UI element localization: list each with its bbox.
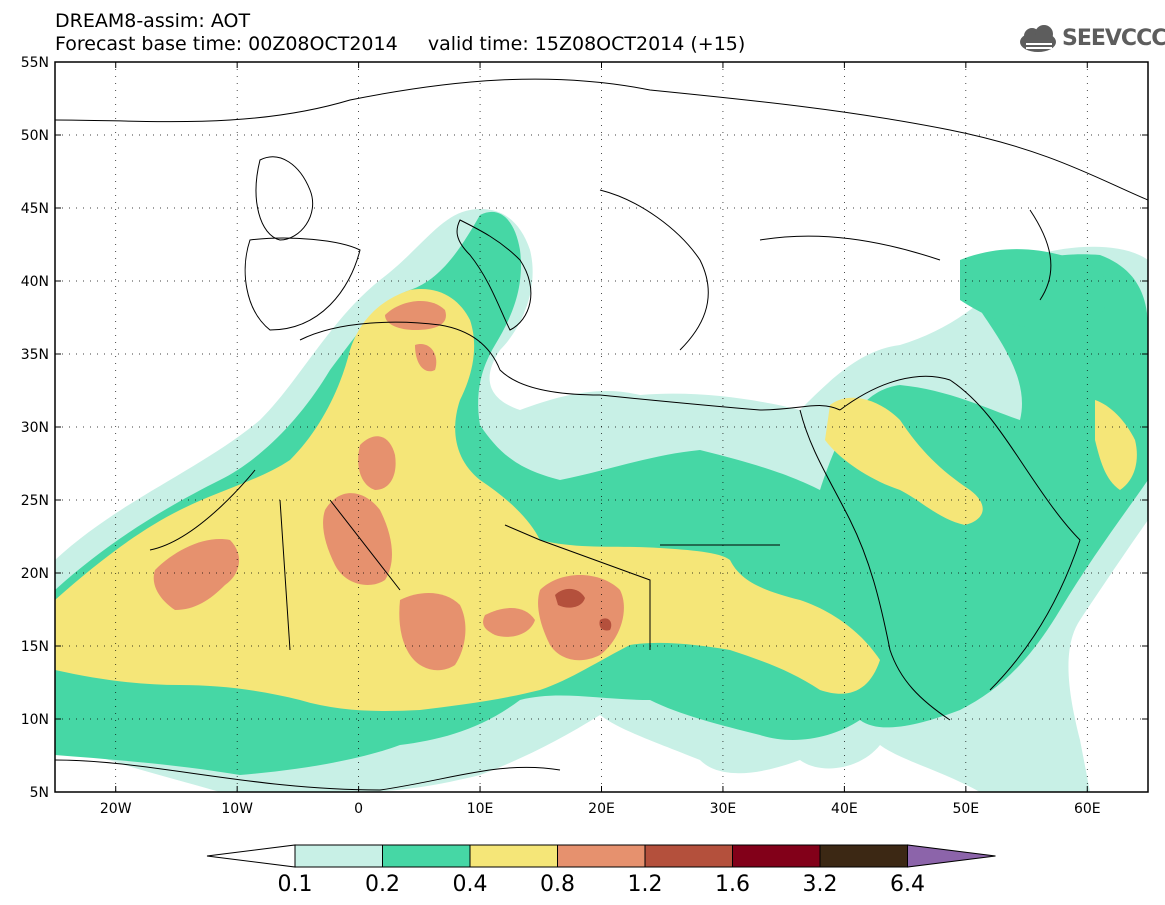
colorbar-box bbox=[557, 844, 646, 868]
colorbar-box bbox=[382, 844, 471, 868]
colorbar-level-label: 1.2 bbox=[627, 872, 663, 897]
caspian-outline bbox=[1029, 209, 1052, 301]
north-africa-coast bbox=[299, 321, 841, 411]
logo-text: SEEVCCC bbox=[1062, 26, 1165, 51]
france-outline bbox=[255, 156, 314, 241]
colorbar-level-label: 0.2 bbox=[365, 872, 400, 897]
forecast-times: Forecast base time: 00Z08OCT2014 valid t… bbox=[55, 33, 746, 55]
lon-tick-label: 10E bbox=[467, 801, 494, 817]
lon-tick-label: 60E bbox=[1074, 801, 1101, 817]
colorbar-box bbox=[732, 844, 821, 868]
lon-tick-label: 20E bbox=[588, 801, 615, 817]
colorbar-box bbox=[819, 844, 908, 868]
longitude-labels: 20W 10W 0 10E 20E 30E 40E 50E 60E bbox=[100, 801, 1101, 817]
african-borders bbox=[149, 469, 780, 651]
colorbar-box bbox=[294, 844, 383, 868]
lat-tick-label: 30N bbox=[21, 420, 49, 436]
colorbar-box bbox=[469, 844, 558, 868]
colorbar bbox=[206, 844, 996, 868]
aot-band-0.8-1.2 bbox=[153, 300, 624, 671]
colorbar-level-label: 6.4 bbox=[890, 872, 925, 897]
lat-tick-label: 15N bbox=[21, 639, 49, 655]
balkans-outline bbox=[599, 189, 709, 351]
lat-tick-label: 20N bbox=[21, 566, 49, 582]
lon-tick-label: 0 bbox=[354, 801, 363, 817]
lat-tick-label: 55N bbox=[21, 55, 49, 71]
colorbar-under-arrow bbox=[206, 844, 296, 868]
lon-tick-label: 50E bbox=[952, 801, 979, 817]
graticule bbox=[55, 61, 1148, 793]
coastlines-and-borders bbox=[55, 78, 1148, 791]
map-title: DREAM8-assim: AOT bbox=[55, 10, 251, 32]
seevccc-logo bbox=[1020, 25, 1056, 52]
gulf-of-guinea-coast bbox=[55, 759, 561, 791]
colorbar-level-label: 0.8 bbox=[540, 872, 575, 897]
aot-band-0.4-0.8 bbox=[55, 289, 1137, 711]
iberia-outline bbox=[244, 237, 361, 331]
colorbar-level-label: 3.2 bbox=[802, 872, 838, 897]
lat-tick-label: 50N bbox=[21, 128, 49, 144]
colorbar-over-arrow bbox=[907, 844, 996, 868]
arabia-coast bbox=[839, 375, 1081, 691]
lat-tick-label: 10N bbox=[21, 712, 49, 728]
lat-tick-label: 40N bbox=[21, 274, 49, 290]
black-sea-coast bbox=[759, 235, 941, 261]
red-sea-coast bbox=[799, 409, 951, 721]
lat-tick-label: 5N bbox=[30, 785, 49, 801]
lat-tick-label: 35N bbox=[21, 347, 49, 363]
latitude-labels: 5N 10N 15N 20N 25N 30N 35N 40N 45N 50N 55N bbox=[21, 55, 49, 801]
lon-tick-label: 10W bbox=[221, 801, 253, 817]
italy-outline bbox=[456, 219, 532, 331]
aot-band-1.2-1.6 bbox=[555, 588, 612, 631]
colorbar-box bbox=[644, 844, 733, 868]
colorbar-level-label: 0.1 bbox=[277, 872, 313, 897]
lat-tick-label: 45N bbox=[21, 201, 49, 217]
lon-tick-label: 30E bbox=[710, 801, 737, 817]
lon-tick-label: 20W bbox=[100, 801, 132, 817]
europe-borders bbox=[55, 78, 1148, 201]
lon-tick-label: 40E bbox=[831, 801, 858, 817]
colorbar-level-label: 0.4 bbox=[452, 872, 488, 897]
lat-tick-label: 25N bbox=[21, 493, 49, 509]
colorbar-level-label: 1.6 bbox=[715, 872, 750, 897]
